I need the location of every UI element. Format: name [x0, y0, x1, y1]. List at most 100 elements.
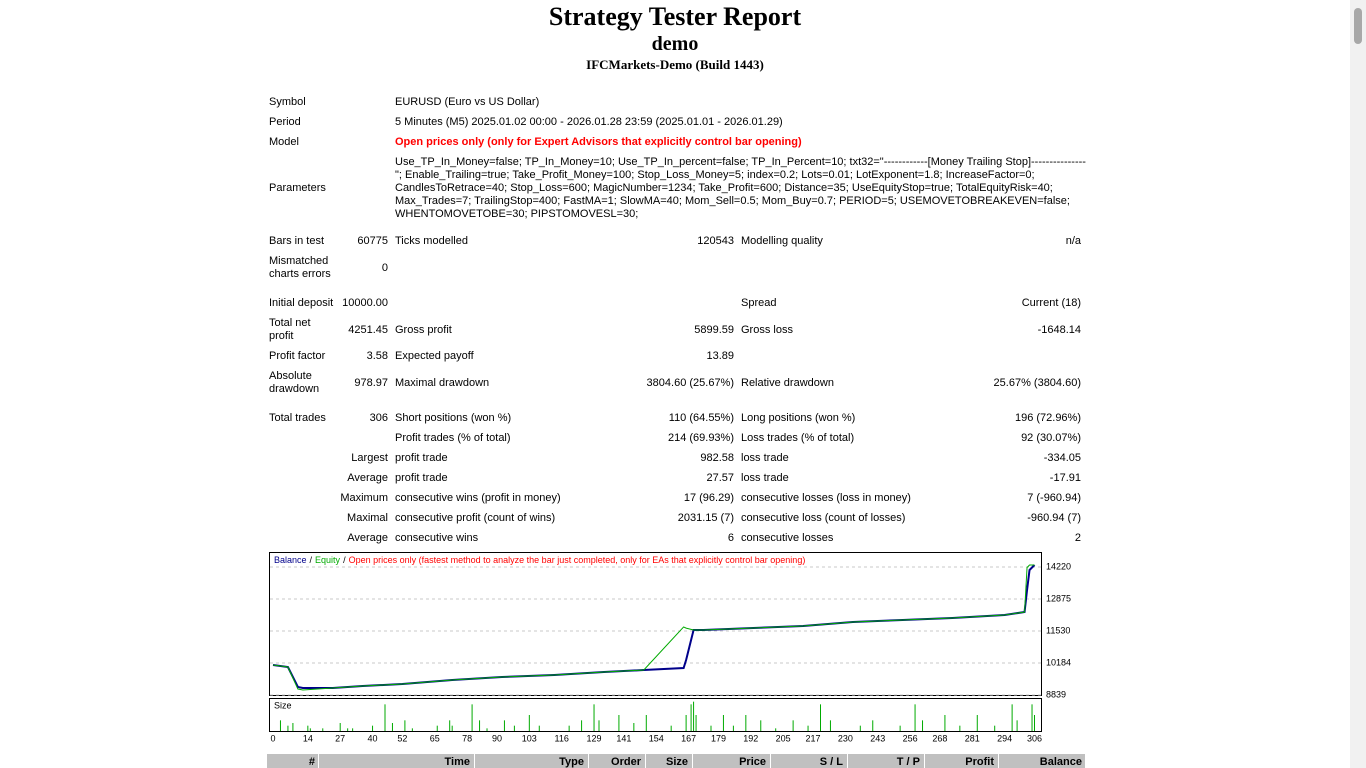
cell-text: consecutive wins — [395, 531, 479, 544]
cell-text: 196 (72.96%) — [1014, 411, 1081, 424]
cell-text: loss trade — [741, 451, 789, 464]
scrollbar-thumb[interactable] — [1354, 8, 1362, 44]
x-tick-label: 306 — [1027, 733, 1042, 743]
summary-cell: loss trade — [741, 452, 789, 465]
cell-text: EURUSD (Euro vs US Dollar) — [395, 95, 540, 108]
size-title: Size — [274, 700, 292, 710]
x-tick-label: 179 — [711, 733, 726, 743]
summary-cell: consecutive wins (profit in money) — [395, 492, 561, 505]
column-header: T / P — [896, 756, 920, 768]
x-tick-label: 116 — [554, 733, 568, 743]
cell-text: Mismatched — [269, 255, 329, 267]
cell-text: 10000.00 — [342, 296, 388, 309]
x-tick-label: 154 — [649, 733, 664, 743]
column-header: # — [308, 756, 315, 768]
x-tick-label: 281 — [965, 733, 980, 743]
x-tick-label: 103 — [522, 733, 537, 743]
summary-cell: consecutive loss (count of losses) — [741, 512, 905, 525]
cell-text: 6 — [727, 531, 734, 544]
report-subtitle: demo — [651, 33, 699, 55]
cell-text: 13.89 — [706, 349, 734, 362]
cell-text: loss trade — [741, 471, 789, 484]
cell-text: consecutive losses — [741, 531, 834, 544]
cell-text: Long positions (won %) — [741, 411, 856, 424]
summary-cell: Gross loss — [741, 324, 793, 337]
cell-text: 5 Minutes (M5) 2025.01.02 00:00 - 2026.0… — [395, 115, 783, 128]
y-tick-label: 14220 — [1046, 561, 1071, 571]
cell-text: Loss trades (% of total) — [741, 431, 855, 444]
summary-cell: -960.94 (7) — [1027, 512, 1081, 525]
x-tick-label: 40 — [368, 733, 378, 743]
summary-cell: Symbol — [269, 96, 306, 109]
y-tick-label: 11530 — [1046, 625, 1070, 635]
summary-cell: Spread — [741, 297, 776, 310]
x-tick-label: 129 — [587, 733, 602, 743]
summary-cell: consecutive wins — [395, 532, 478, 545]
cell-text: profit trade — [395, 471, 448, 484]
x-tick-label: 217 — [806, 733, 821, 743]
summary-cell: 17 (96.29) — [684, 492, 734, 505]
cell-text: profit — [269, 330, 294, 342]
summary-cell: Largest — [351, 452, 388, 465]
summary-cell: Average — [347, 472, 388, 485]
summary-cell: 60775 — [357, 235, 388, 248]
column-header: Order — [611, 756, 641, 768]
cell-text: 27.57 — [706, 471, 734, 484]
cell-text: Total net — [269, 317, 311, 329]
column-header: Price — [739, 756, 766, 768]
summary-cell: profit trade — [395, 472, 448, 485]
summary-cell: Mismatched charts errors — [269, 255, 331, 281]
column-separator — [770, 754, 771, 768]
cell-text: 120543 — [697, 234, 734, 247]
column-header: Size — [665, 756, 688, 768]
column-separator — [924, 754, 925, 768]
summary-cell: 110 (64.55%) — [669, 412, 734, 425]
cell-text: drawdown — [269, 383, 320, 395]
scrollbar[interactable] — [1350, 0, 1366, 768]
summary-cell: Maximal drawdown — [395, 377, 489, 390]
x-tick-label: 27 — [335, 733, 345, 743]
cell-text: Gross loss — [741, 323, 793, 336]
cell-text: 214 (69.93%) — [667, 431, 734, 444]
x-tick-label: 141 — [616, 733, 631, 743]
cell-text: 2031.15 (7) — [677, 511, 734, 524]
cell-text: WHENTOMOVETOBE=30; PIPSTOMOVESL=30; — [395, 207, 639, 220]
summary-cell: 5899.59 — [694, 324, 734, 337]
cell-text: 0 — [381, 261, 388, 274]
summary-cell: Maximum — [340, 492, 388, 505]
summary-cell: 306 — [370, 412, 388, 425]
summary-cell: Loss trades (% of total) — [741, 432, 854, 445]
x-tick-label: 268 — [932, 733, 947, 743]
summary-cell: Relative drawdown — [741, 377, 834, 390]
cell-text: 978.97 — [354, 376, 388, 389]
cell-text: Modelling quality — [741, 234, 823, 247]
cell-text: 2 — [1074, 531, 1081, 544]
summary-cell: 2031.15 (7) — [678, 512, 734, 525]
cell-text: 60775 — [357, 234, 388, 247]
cell-text: Short positions (won %) — [395, 411, 512, 424]
x-tick-label: 294 — [997, 733, 1012, 743]
column-separator — [847, 754, 848, 768]
trades-header-bg — [267, 754, 1085, 768]
legend-text: / — [310, 555, 313, 565]
server-name: IFCMarkets-Demo (Build 1443) — [586, 57, 764, 72]
summary-cell: 5 Minutes (M5) 2025.01.02 00:00 - 2026.0… — [395, 116, 783, 129]
summary-cell: Model — [269, 136, 299, 149]
y-tick-label: 12875 — [1046, 593, 1071, 603]
cell-text: Spread — [741, 296, 777, 309]
cell-text: consecutive profit (count of wins) — [395, 511, 556, 524]
cell-text: Largest — [351, 451, 388, 464]
cell-text: 5899.59 — [694, 323, 734, 336]
cell-text: 306 — [369, 411, 388, 424]
cell-text: Average — [347, 531, 388, 544]
cell-text: Max_Trades=7; TrailingStop=400; FastMA=1… — [395, 194, 1070, 207]
summary-cell: Initial deposit — [269, 297, 333, 310]
cell-text: 3.58 — [366, 349, 388, 362]
cell-text: Bars in test — [269, 234, 325, 247]
cell-text: profit trade — [395, 451, 448, 464]
x-tick-label: 90 — [492, 733, 502, 743]
summary-cell: Gross profit — [395, 324, 452, 337]
summary-cell: EURUSD (Euro vs US Dollar) — [395, 96, 539, 109]
